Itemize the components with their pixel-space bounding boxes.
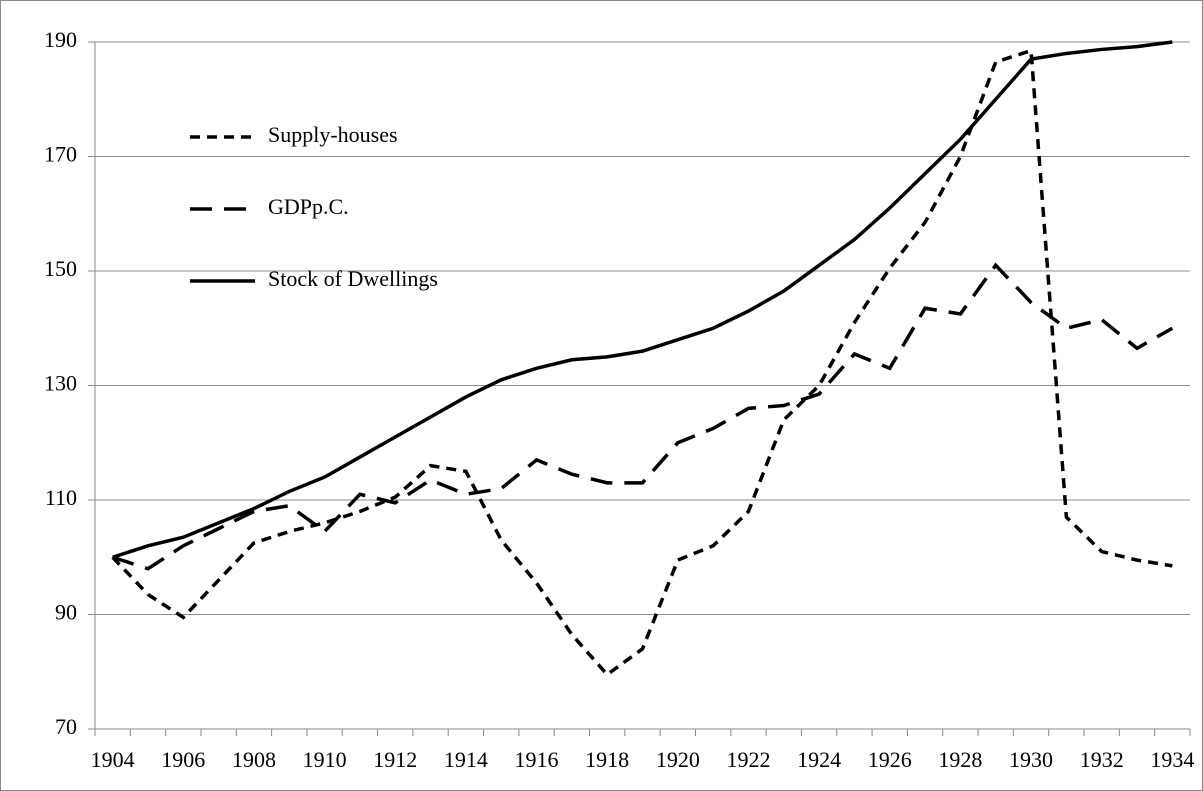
x-tick-label: 1926 <box>868 747 912 772</box>
x-tick-label: 1914 <box>444 747 488 772</box>
x-tick-label: 1908 <box>232 747 276 772</box>
x-tick-label: 1928 <box>938 747 982 772</box>
legend-label: Stock of Dwellings <box>268 266 438 291</box>
series-line <box>111 48 1173 677</box>
legend-label: GDPp.C. <box>268 194 349 219</box>
x-tick-label: 1932 <box>1080 747 1124 772</box>
y-tick-label: 190 <box>44 27 77 52</box>
y-tick-label: 130 <box>44 371 77 396</box>
x-tick-label: 1904 <box>91 747 135 772</box>
x-tick-label: 1906 <box>161 747 205 772</box>
series-line <box>112 40 1173 559</box>
y-tick-label: 90 <box>55 600 77 625</box>
y-tick-label: 170 <box>44 142 77 167</box>
series-line <box>112 262 1174 571</box>
x-tick-label: 1916 <box>515 747 559 772</box>
x-tick-label: 1922 <box>726 747 770 772</box>
x-tick-label: 1910 <box>303 747 347 772</box>
legend-label: Supply-houses <box>268 122 398 147</box>
x-tick-label: 1912 <box>373 747 417 772</box>
x-tick-label: 1930 <box>1009 747 1053 772</box>
x-tick-label: 1918 <box>585 747 629 772</box>
y-tick-label: 110 <box>45 485 77 510</box>
x-tick-label: 1934 <box>1150 747 1194 772</box>
x-tick-label: 1920 <box>656 747 700 772</box>
y-tick-label: 150 <box>44 256 77 281</box>
x-tick-label: 1924 <box>797 747 841 772</box>
y-tick-label: 70 <box>55 714 77 739</box>
